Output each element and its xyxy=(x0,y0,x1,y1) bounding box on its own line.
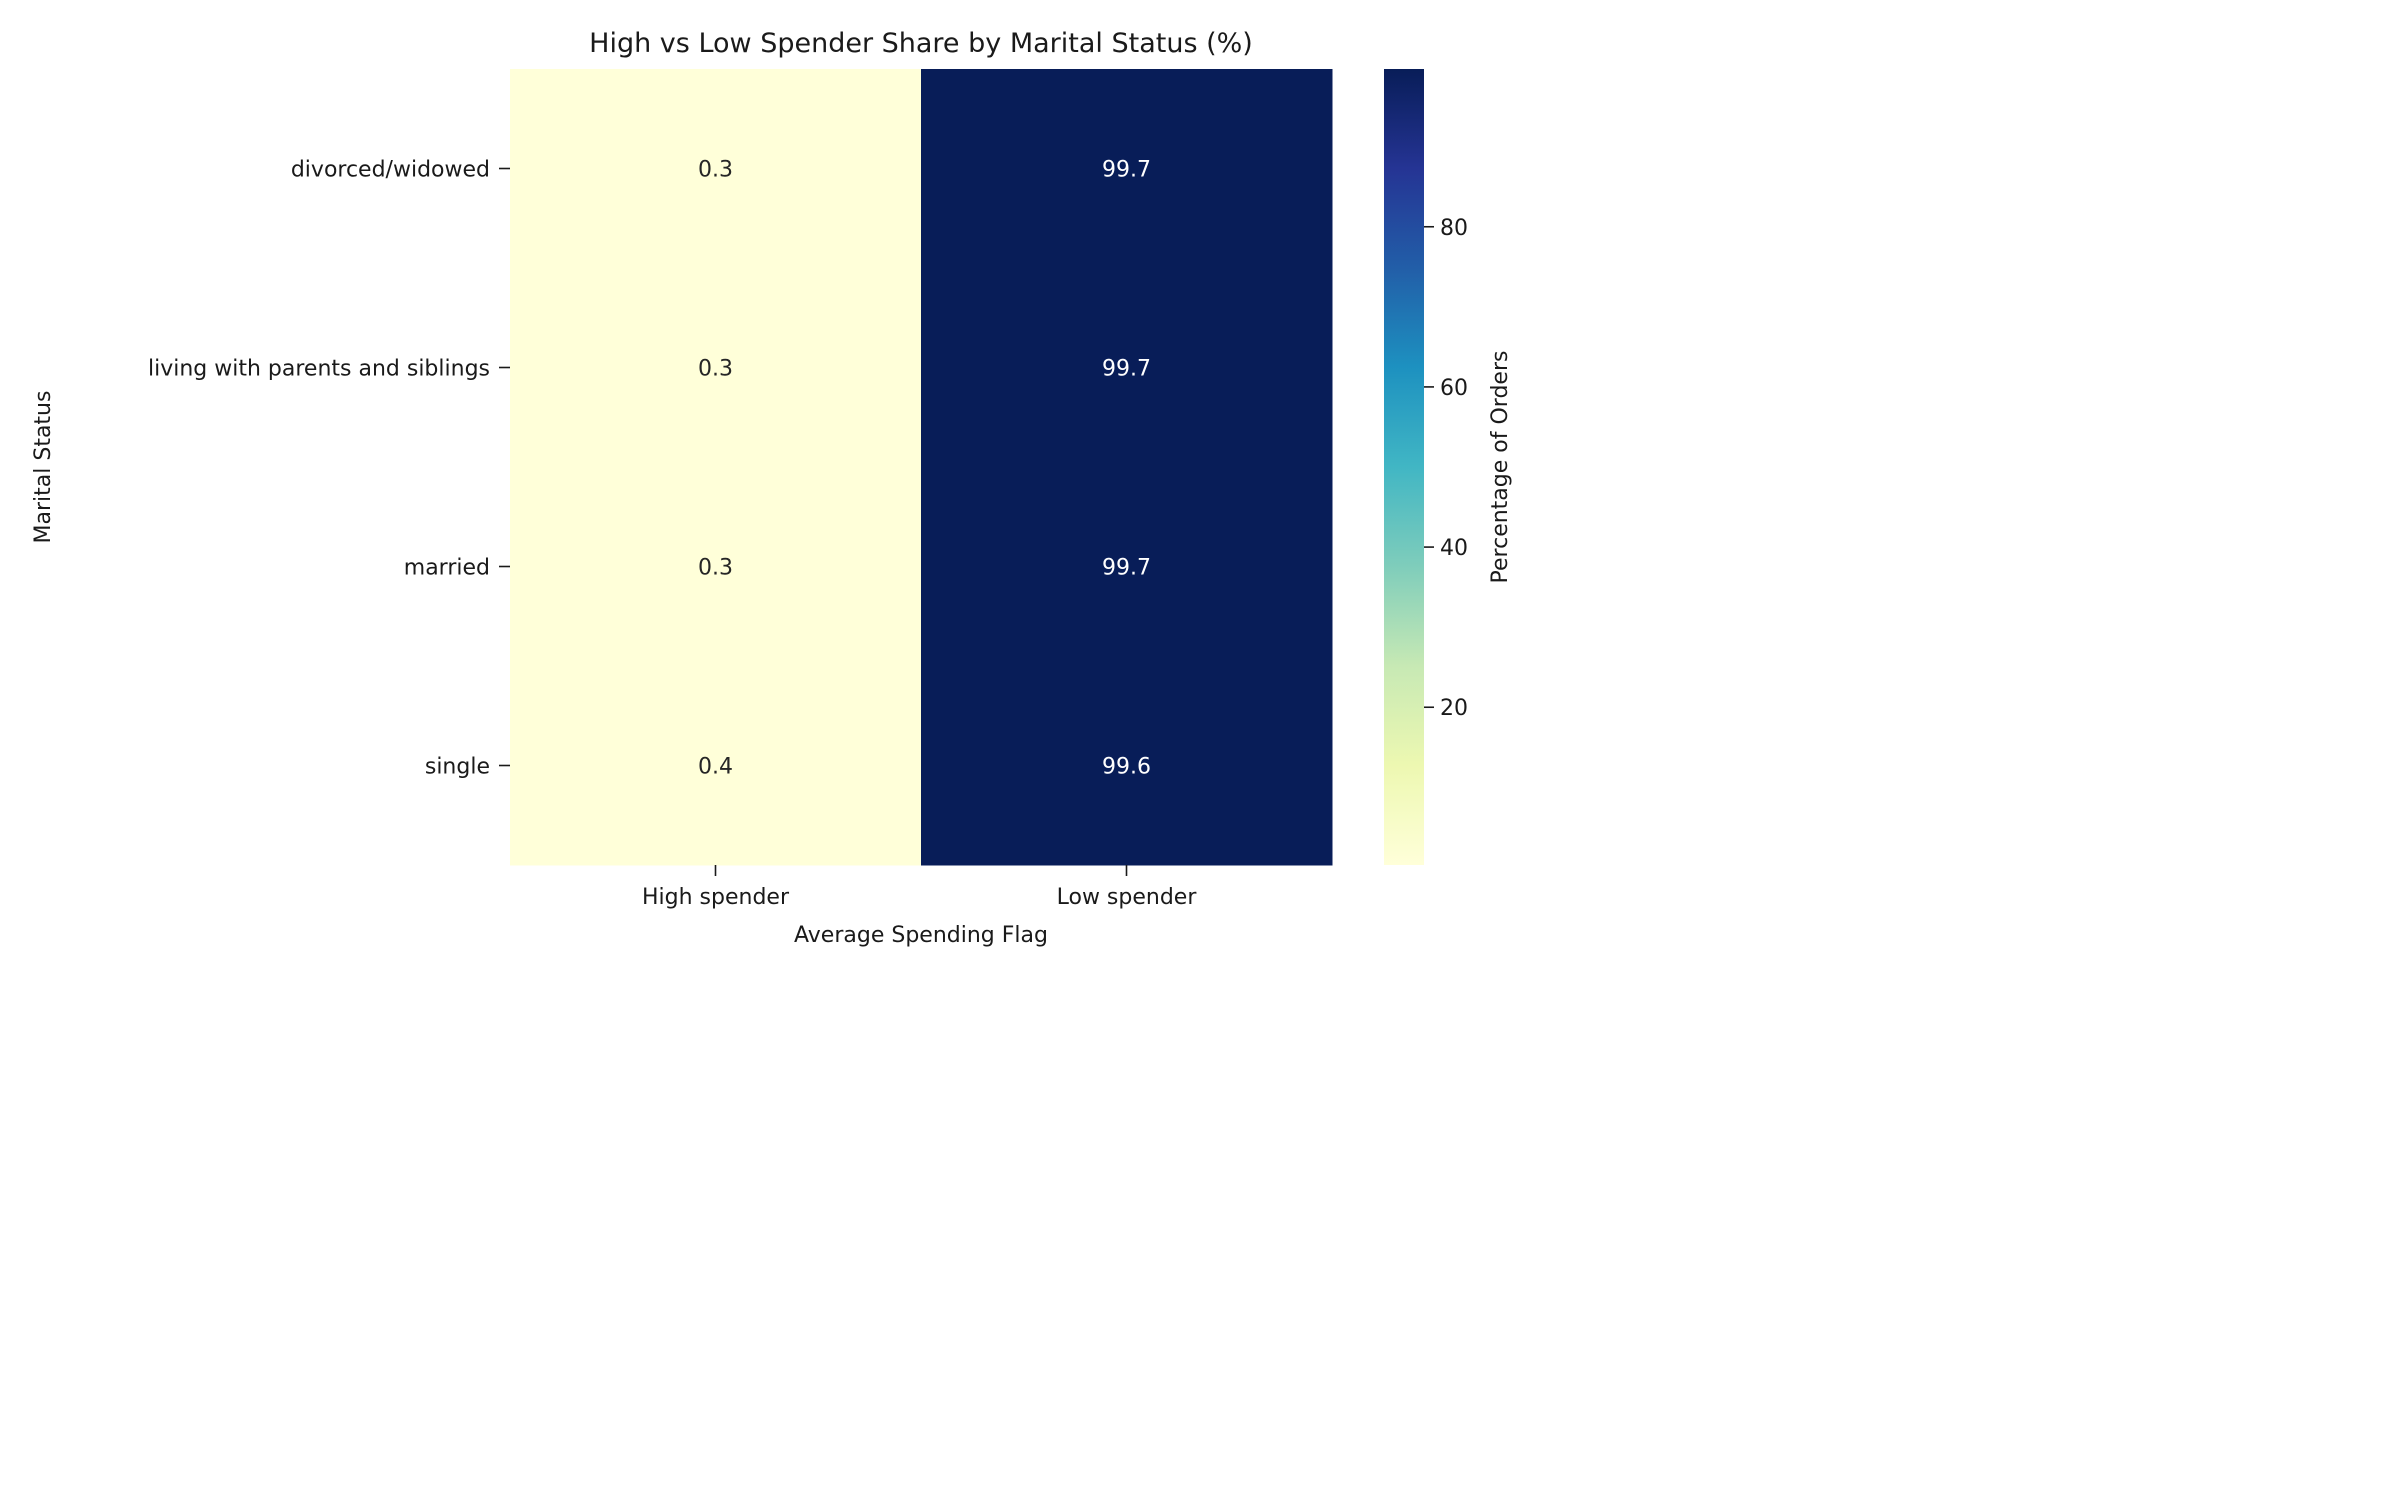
cell-value-label: 99.7 xyxy=(1102,556,1151,581)
y-tick-label: living with parents and siblings xyxy=(148,357,490,382)
x-axis-label: Average Spending Flag xyxy=(794,923,1048,948)
y-tick-label: married xyxy=(404,556,490,581)
y-axis: divorced/widowed living with parents and … xyxy=(148,158,510,780)
heatmap-cell xyxy=(510,268,922,468)
colorbar-label: Percentage of Orders xyxy=(1488,351,1513,584)
colorbar-tick-label: 80 xyxy=(1440,216,1468,241)
colorbar-tick-label: 60 xyxy=(1440,376,1468,401)
cell-value-label: 0.3 xyxy=(698,357,733,382)
colorbar-tick-label: 40 xyxy=(1440,536,1468,561)
cell-value-label: 0.4 xyxy=(698,755,733,780)
heatmap-cell xyxy=(510,69,922,269)
heatmap-chart: High vs Low Spender Share by Marital Sta… xyxy=(31,28,1513,948)
y-axis-label: Marital Status xyxy=(31,391,56,544)
colorbar-tick-label: 20 xyxy=(1440,696,1468,721)
heatmap-cell xyxy=(921,666,1333,866)
chart-title: High vs Low Spender Share by Marital Sta… xyxy=(589,28,1253,59)
cell-value-label: 99.7 xyxy=(1102,357,1151,382)
heatmap-cell xyxy=(921,467,1333,667)
heatmap-cell xyxy=(921,69,1333,269)
colorbar xyxy=(1384,69,1424,865)
y-tick-label: single xyxy=(425,755,490,780)
x-axis: High spender Low spender xyxy=(642,865,1197,910)
cell-value-label: 99.7 xyxy=(1102,158,1151,183)
heatmap-cell xyxy=(510,666,922,866)
heatmap-cells: 0.3 99.7 0.3 99.7 0.3 99.7 0.4 99.6 xyxy=(510,69,1333,866)
heatmap-cell xyxy=(510,467,922,667)
x-tick-label: High spender xyxy=(642,885,790,910)
x-tick-label: Low spender xyxy=(1057,885,1198,910)
y-tick-label: divorced/widowed xyxy=(291,158,490,183)
heatmap-cell xyxy=(921,268,1333,468)
colorbar-ticks: 20 40 60 80 xyxy=(1424,216,1468,721)
cell-value-label: 0.3 xyxy=(698,158,733,183)
cell-value-label: 99.6 xyxy=(1102,755,1151,780)
cell-value-label: 0.3 xyxy=(698,556,733,581)
